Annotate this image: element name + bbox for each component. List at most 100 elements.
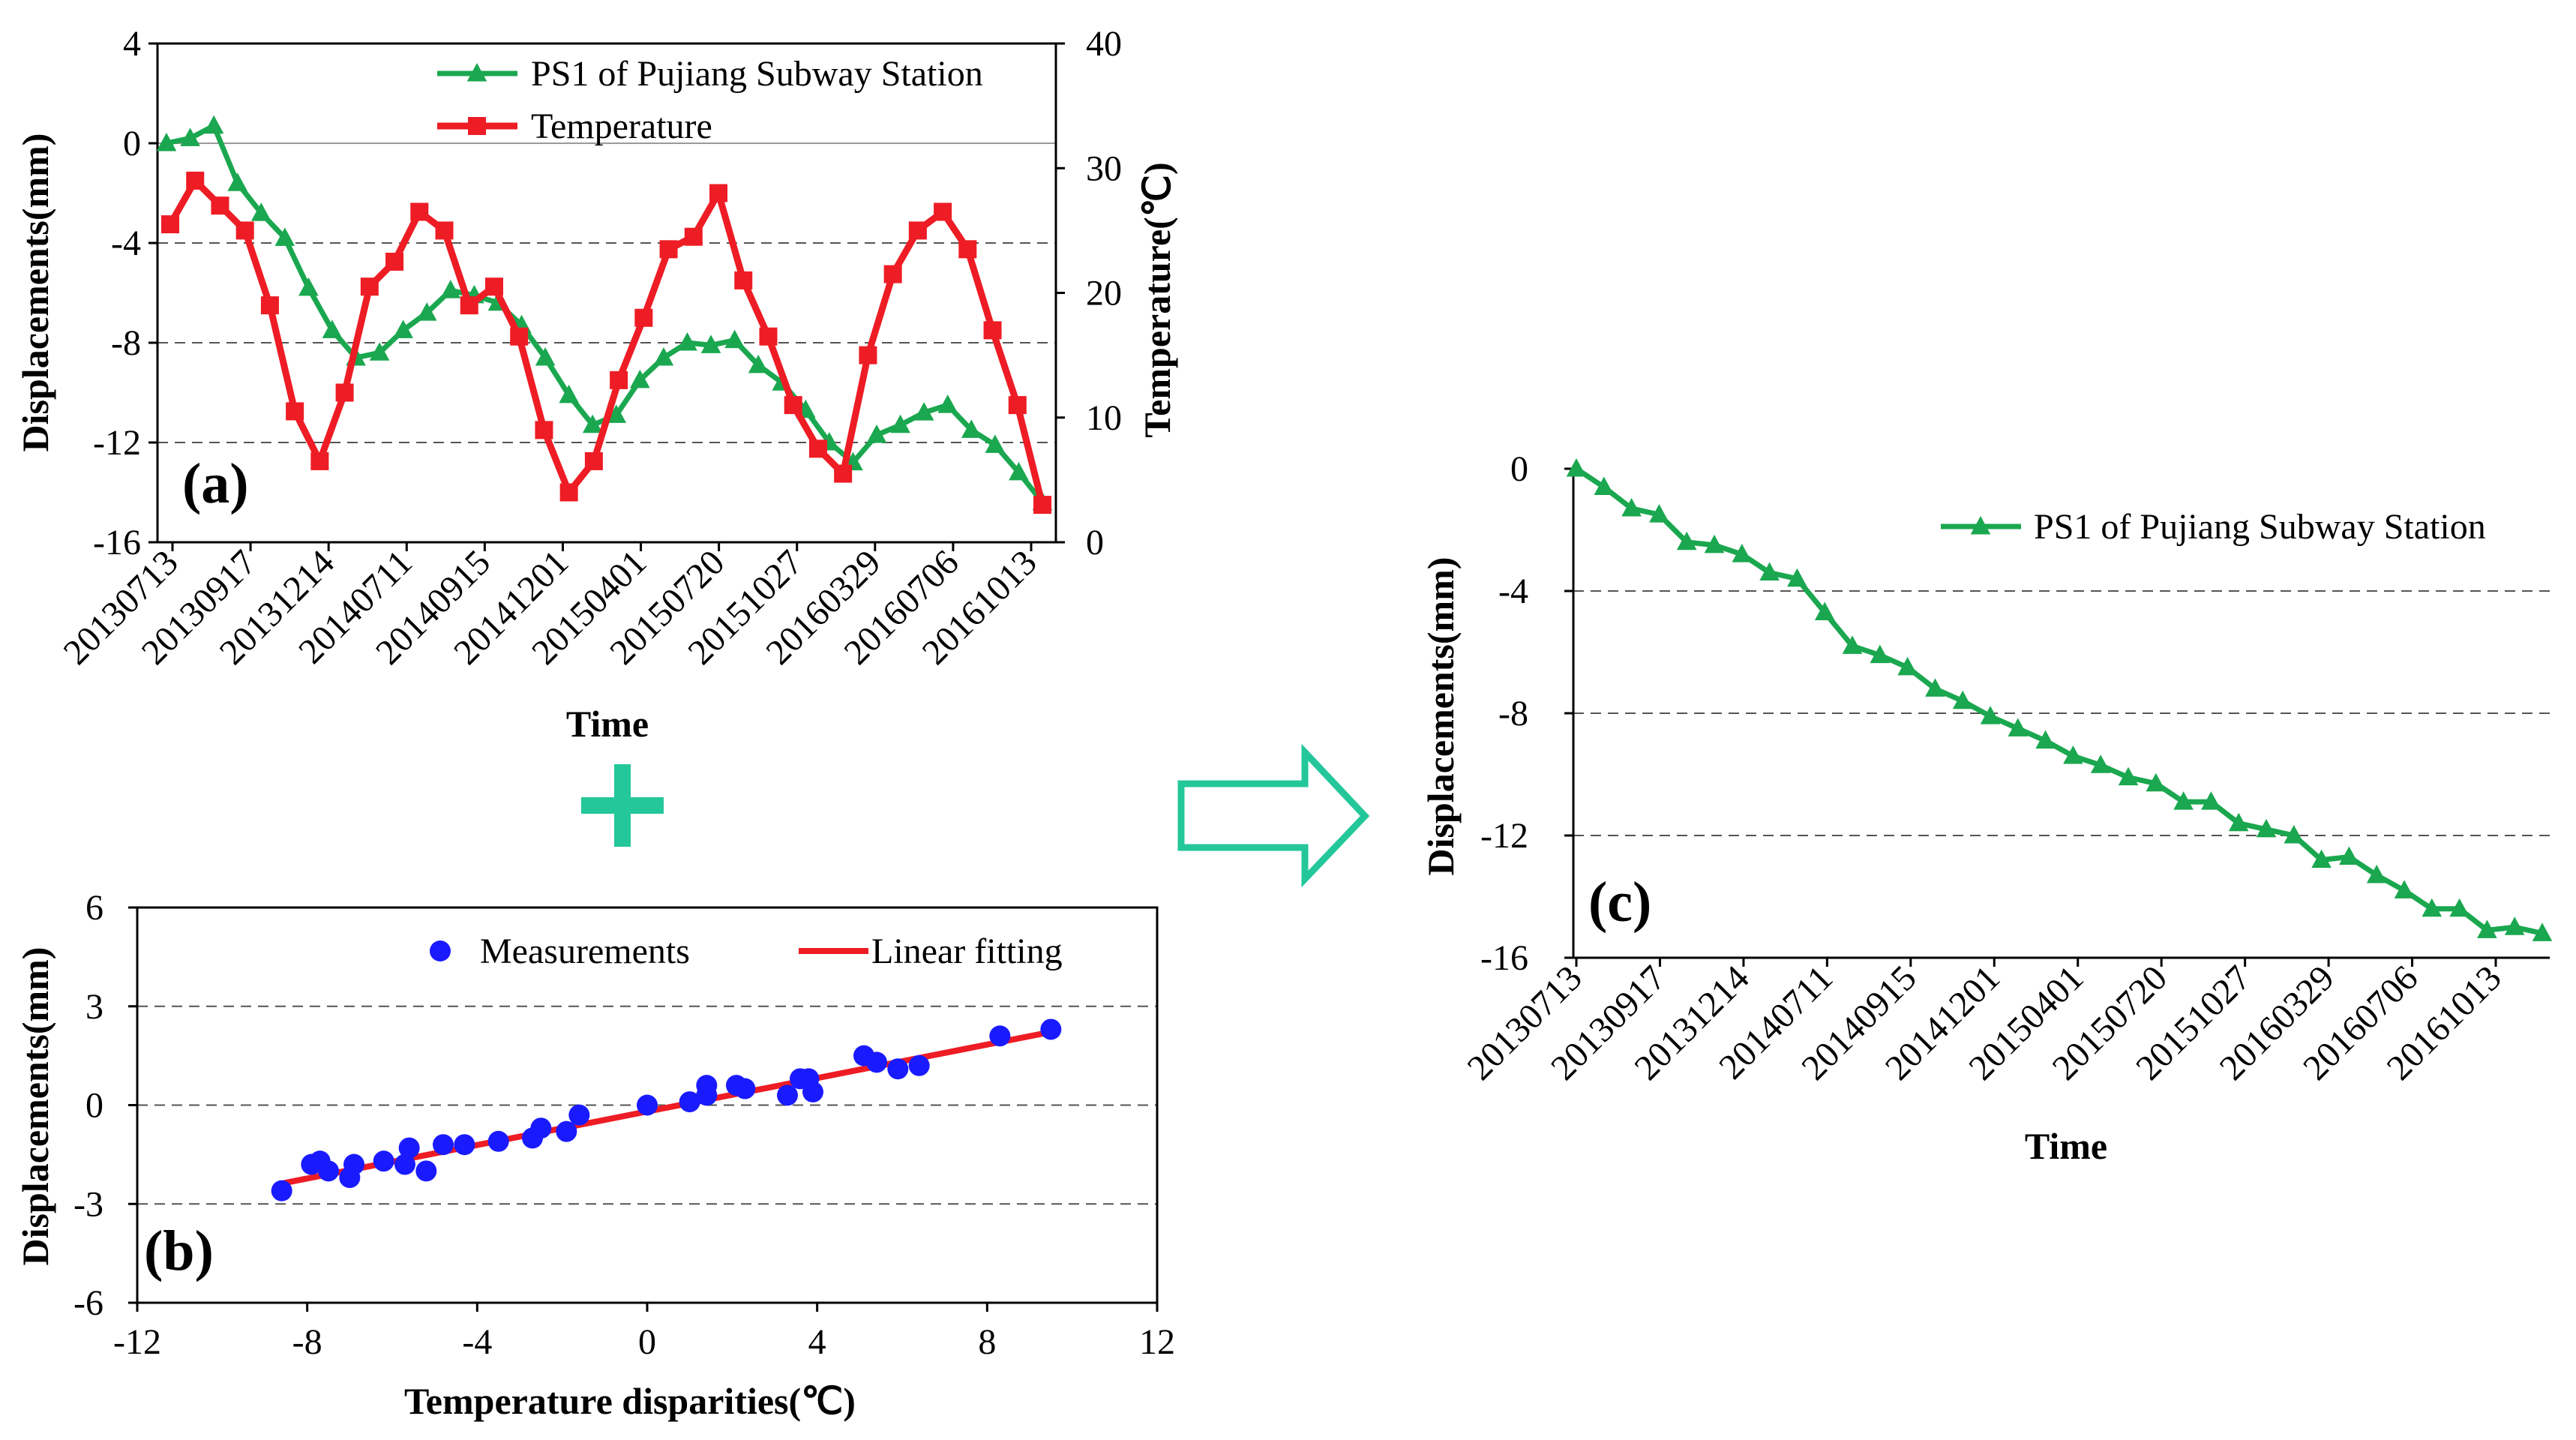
panel-label-c: (c) xyxy=(1588,871,1651,934)
y-tick-label: 3 xyxy=(85,987,103,1027)
y-tick-label: -8 xyxy=(1498,694,1528,734)
measurement-point xyxy=(394,1154,415,1175)
ps1-marker xyxy=(985,434,1006,453)
temperature-marker xyxy=(808,440,827,458)
ps1-marker xyxy=(2256,818,2277,838)
panel-a: -16-12-8-4040102030402013071320130917201… xyxy=(14,24,1178,745)
temperature-marker xyxy=(559,483,578,502)
series-line-ps1 xyxy=(166,123,1045,504)
measurement-point xyxy=(989,1025,1011,1047)
ps1-marker xyxy=(1814,602,1835,621)
ps1-marker xyxy=(677,332,697,351)
measurement-point xyxy=(487,1130,509,1152)
ps1-marker xyxy=(2228,812,2249,832)
y-axis-title: Displacements(mm) xyxy=(1420,557,1462,876)
ps1-marker xyxy=(2449,898,2470,917)
y-tick-label: -12 xyxy=(1480,816,1528,856)
ps1-marker xyxy=(2146,772,2167,792)
temperature-marker xyxy=(883,265,902,284)
y-axis-title: Displacements(mm) xyxy=(14,134,56,452)
x-tick-label: -12 xyxy=(113,1322,161,1362)
x-tick-label: -8 xyxy=(292,1322,322,1362)
measurement-point xyxy=(556,1120,577,1142)
ps1-marker xyxy=(369,342,390,361)
legend-label-ps1: PS1 of Pujiang Subway Station xyxy=(531,54,983,94)
legend-label-ps1: PS1 of Pujiang Subway Station xyxy=(2034,507,2486,547)
measurement-point xyxy=(908,1054,930,1076)
ps1-marker xyxy=(1621,497,1642,517)
ps1-marker xyxy=(890,414,910,434)
y2-tick-label: 10 xyxy=(1086,398,1122,438)
temperature-marker xyxy=(484,278,503,296)
y-tick-label: -3 xyxy=(73,1184,103,1224)
ps1-marker xyxy=(1897,656,1918,676)
ps1-marker xyxy=(2477,920,2497,938)
ps1-marker xyxy=(961,419,982,438)
ps1-marker xyxy=(700,334,721,353)
temperature-marker xyxy=(908,221,927,240)
y-tick-label: 0 xyxy=(85,1086,103,1126)
ps1-marker xyxy=(274,227,295,246)
y-tick-label: 4 xyxy=(123,24,141,64)
ps1-marker xyxy=(2284,825,2305,844)
measurement-point xyxy=(1040,1018,1062,1040)
temperature-marker xyxy=(260,296,279,315)
ps1-marker xyxy=(630,369,650,388)
y2-tick-label: 20 xyxy=(1086,274,1122,314)
y-tick-label: -16 xyxy=(1480,938,1528,978)
ps1-marker xyxy=(1676,531,1697,550)
ps1-marker xyxy=(227,172,248,191)
y2-axis-title: Temperature(℃) xyxy=(1136,162,1178,437)
ps1-marker xyxy=(559,384,579,404)
ps1-marker xyxy=(1566,458,1587,477)
ps1-marker xyxy=(2504,916,2525,935)
arrow-right-icon xyxy=(1177,743,1370,888)
temperature-marker xyxy=(1033,496,1051,514)
temperature-marker xyxy=(934,202,952,221)
ps1-marker xyxy=(937,394,958,413)
temperature-marker xyxy=(460,296,478,315)
x-tick-label: 4 xyxy=(808,1322,826,1362)
y2-tick-label: 0 xyxy=(1086,523,1104,562)
temperature-marker xyxy=(286,402,304,421)
measurement-point xyxy=(318,1160,339,1182)
ps1-marker xyxy=(2311,849,2332,868)
y-tick-label: -16 xyxy=(93,523,141,562)
ps1-marker xyxy=(2339,846,2359,866)
measurement-point xyxy=(398,1137,420,1159)
ps1-marker xyxy=(298,277,319,296)
ps1-marker xyxy=(913,402,934,421)
legend: PS1 of Pujiang Subway Station Temperature xyxy=(437,54,983,146)
ps1-marker xyxy=(2063,746,2083,764)
ps1-marker xyxy=(2422,898,2443,917)
temperature-marker xyxy=(659,240,678,259)
y2-tick-label: 40 xyxy=(1086,24,1122,64)
x-tick-label: 12 xyxy=(1139,1322,1175,1362)
legend-marker-temperature xyxy=(468,117,486,135)
ps1-marker xyxy=(1704,534,1725,554)
ps1-marker xyxy=(1732,544,1753,562)
ps1-marker xyxy=(724,329,745,349)
temperature-marker xyxy=(385,252,404,271)
y-tick-label: 6 xyxy=(85,888,103,928)
legend: PS1 of Pujiang Subway Station xyxy=(1941,507,2486,547)
x-axis-title: Temperature disparities(℃) xyxy=(404,1380,856,1422)
measurement-point xyxy=(343,1154,364,1175)
ps1-marker xyxy=(2532,922,2553,941)
panel-label-b: (b) xyxy=(144,1220,214,1282)
temperature-marker xyxy=(634,308,653,327)
y-tick-label: -4 xyxy=(1498,572,1528,611)
y-tick-label: -12 xyxy=(93,423,141,463)
temperature-marker xyxy=(410,202,429,221)
ps1-marker xyxy=(866,424,887,443)
temperature-marker xyxy=(834,464,853,483)
panel-b: -6 -3 0 3 6 -12 -8 -4 0 4 8 12 Temperature dispariti… xyxy=(14,888,1175,1422)
measurement-point xyxy=(568,1104,590,1126)
temperature-marker xyxy=(759,327,778,346)
x-tick-label: 0 xyxy=(638,1322,656,1362)
temperature-marker xyxy=(958,240,977,259)
temperature-marker xyxy=(584,452,603,470)
x-axis-title: Time xyxy=(566,703,649,745)
ps1-marker xyxy=(582,414,603,434)
